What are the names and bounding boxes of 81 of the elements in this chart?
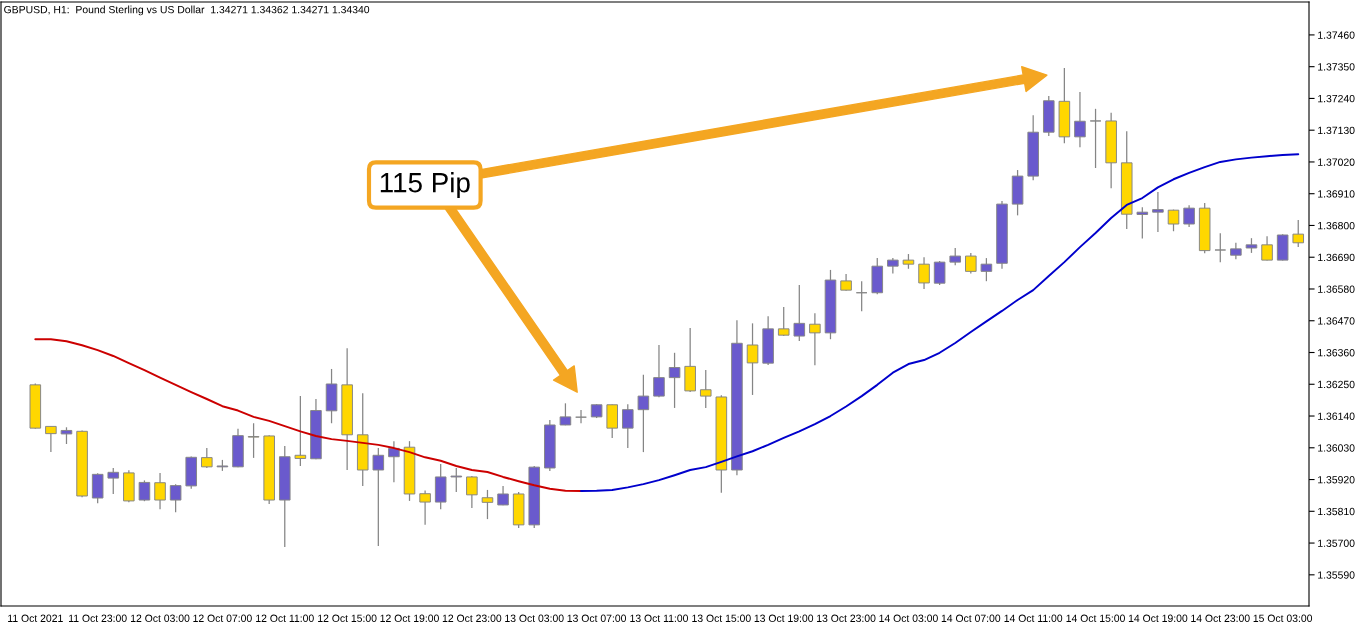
candlestick <box>637 374 650 453</box>
candlestick <box>1292 219 1305 248</box>
x-tick-label: 12 Oct 07:00 <box>193 614 252 622</box>
candlestick <box>107 467 120 495</box>
y-tick-label: 1.36580 <box>1318 285 1355 293</box>
candlestick <box>746 322 759 396</box>
candlestick <box>450 467 463 493</box>
candlestick <box>1214 232 1227 263</box>
candlestick <box>606 403 618 439</box>
y-tick-label: 1.36140 <box>1318 412 1355 420</box>
y-tick-label: 1.36250 <box>1318 380 1355 389</box>
candlestick <box>1136 206 1149 240</box>
x-tick-label: 12 Oct 15:00 <box>318 614 377 622</box>
x-tick-label: 12 Oct 11:00 <box>256 614 314 622</box>
y-tick-label: 1.37020 <box>1318 158 1355 166</box>
candlestick <box>559 402 572 426</box>
y-tick-label: 1.37240 <box>1318 94 1355 103</box>
chart-title: GBPUSD, H1: Pound Sterling vs US Dollar 1.34271 1.34362 1.34271 1.34340 <box>4 5 370 16</box>
candlestick <box>201 447 213 469</box>
candlestick <box>45 425 57 453</box>
y-tick-label: 1.35590 <box>1318 571 1355 579</box>
candlestick <box>809 312 821 366</box>
x-tick-label: 13 Oct 15:00 <box>692 614 751 622</box>
x-tick-label: 13 Oct 03:00 <box>505 614 564 622</box>
y-tick-label: 1.37460 <box>1318 31 1355 39</box>
candlestick <box>918 256 930 290</box>
y-tick-label: 1.37130 <box>1318 126 1355 135</box>
candlestick <box>466 475 478 509</box>
x-tick-label: 14 Oct 19:00 <box>1128 614 1188 622</box>
x-tick-label: 12 Oct 23:00 <box>442 614 502 622</box>
candlestick <box>1152 191 1164 233</box>
y-tick-label: 1.35920 <box>1318 476 1355 484</box>
x-tick-label: 13 Oct 11:00 <box>630 614 689 622</box>
y-tick-label: 1.36910 <box>1318 190 1355 198</box>
x-tick-label: 14 Oct 07:00 <box>941 614 1001 622</box>
candlestick <box>668 352 681 409</box>
candlestick <box>1261 235 1273 262</box>
candlestick <box>855 280 868 312</box>
x-tick-label: 13 Oct 23:00 <box>817 614 876 622</box>
candlestick <box>699 369 712 409</box>
x-tick-label: 11 Oct 2021 <box>8 614 63 622</box>
x-tick-label: 12 Oct 19:00 <box>380 614 439 622</box>
y-tick-label: 1.36690 <box>1318 253 1355 262</box>
x-tick-label: 12 Oct 03:00 <box>131 614 190 622</box>
y-tick-label: 1.35700 <box>1318 539 1355 547</box>
candlestick <box>154 472 166 510</box>
candlestick <box>294 395 307 467</box>
candlestick <box>169 483 182 513</box>
candlestick <box>777 306 790 337</box>
candlestick <box>653 344 665 398</box>
candlestick <box>622 403 634 449</box>
candlestick <box>91 472 104 504</box>
y-tick-label: 1.36360 <box>1318 349 1355 357</box>
y-tick-label: 1.35810 <box>1318 507 1355 516</box>
y-tick-label: 1.36470 <box>1318 317 1355 325</box>
candlestick <box>965 252 977 275</box>
line-series <box>580 153 1300 493</box>
y-tick-label: 1.37350 <box>1318 63 1355 71</box>
candlestick <box>497 485 509 506</box>
candlestick <box>575 409 587 424</box>
candlestick <box>481 489 494 520</box>
x-tick-label: 14 Oct 23:00 <box>1191 614 1250 622</box>
candlestick <box>793 284 806 342</box>
candlestick <box>1089 108 1102 169</box>
x-tick-label: 14 Oct 15:00 <box>1066 614 1125 622</box>
candlestick <box>1183 204 1195 228</box>
candlestick <box>372 447 385 547</box>
x-tick-label: 14 Oct 03:00 <box>879 614 938 622</box>
y-tick-label: 1.36030 <box>1318 444 1355 452</box>
candlestick <box>980 257 993 282</box>
x-tick-label: 11 Oct 23:00 <box>69 614 127 622</box>
x-tick-label: 15 Oct 03:00 <box>1253 614 1313 622</box>
x-tick-label: 14 Oct 11:00 <box>1004 614 1063 622</box>
candlestick <box>419 489 431 526</box>
annotation: 115 Pip <box>380 172 470 198</box>
x-tick-label: 13 Oct 07:00 <box>567 614 627 622</box>
y-tick-label: 1.36800 <box>1318 221 1355 230</box>
x-tick-label: 13 Oct 19:00 <box>754 614 814 622</box>
line-series <box>34 338 582 493</box>
candlestick <box>247 422 260 459</box>
candlestick <box>1074 91 1086 148</box>
